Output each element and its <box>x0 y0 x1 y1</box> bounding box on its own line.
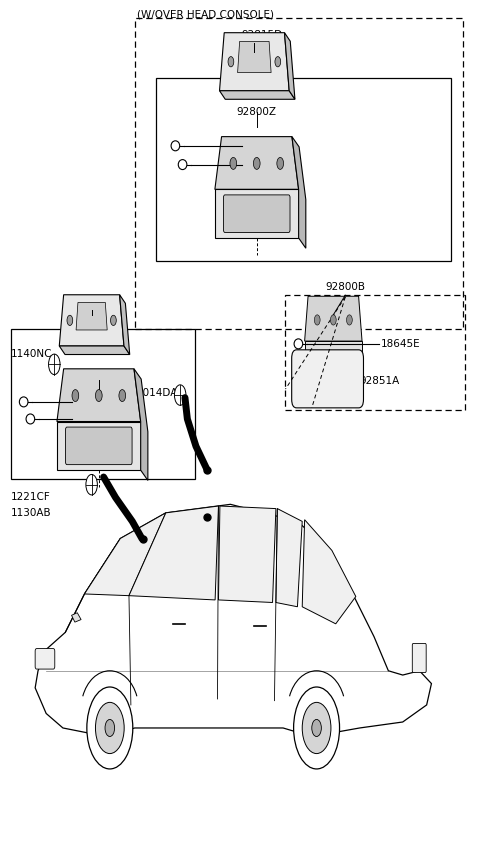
FancyBboxPatch shape <box>35 649 55 669</box>
Text: 92800Z: 92800Z <box>237 107 277 116</box>
Text: 92851A: 92851A <box>360 375 400 386</box>
Polygon shape <box>35 504 432 736</box>
Circle shape <box>48 354 60 374</box>
Text: 92815D: 92815D <box>71 301 112 311</box>
Text: (W/OVER HEAD CONSOLE): (W/OVER HEAD CONSOLE) <box>137 9 274 20</box>
Text: 1130AB: 1130AB <box>11 508 52 518</box>
Ellipse shape <box>294 339 303 349</box>
Circle shape <box>314 315 320 325</box>
Circle shape <box>330 315 336 325</box>
Circle shape <box>228 56 234 67</box>
Circle shape <box>119 390 126 402</box>
Polygon shape <box>59 346 130 355</box>
Circle shape <box>312 719 322 736</box>
Text: 92800Z: 92800Z <box>64 374 105 385</box>
Circle shape <box>277 157 284 169</box>
Circle shape <box>87 687 133 769</box>
Ellipse shape <box>171 141 180 150</box>
Text: 18643K: 18643K <box>75 397 115 407</box>
Circle shape <box>72 390 79 402</box>
Circle shape <box>67 315 73 326</box>
Text: 18645E: 18645E <box>381 339 421 349</box>
Text: 18643K: 18643K <box>245 160 285 169</box>
Circle shape <box>96 390 102 402</box>
Polygon shape <box>305 341 362 373</box>
Bar <box>11 329 195 479</box>
Circle shape <box>253 157 260 169</box>
Circle shape <box>86 475 97 495</box>
Polygon shape <box>59 295 124 346</box>
Text: 1221CF: 1221CF <box>11 492 51 503</box>
Text: 92800B: 92800B <box>325 281 365 292</box>
Ellipse shape <box>26 414 35 424</box>
FancyBboxPatch shape <box>412 644 426 673</box>
Polygon shape <box>215 137 299 189</box>
Polygon shape <box>129 506 218 600</box>
FancyBboxPatch shape <box>66 428 132 464</box>
Polygon shape <box>305 296 362 341</box>
FancyBboxPatch shape <box>292 350 363 408</box>
Circle shape <box>110 315 116 326</box>
Polygon shape <box>57 422 141 470</box>
Polygon shape <box>219 91 295 99</box>
Polygon shape <box>57 369 141 422</box>
Polygon shape <box>292 137 306 248</box>
Text: 1140NC: 1140NC <box>11 349 53 359</box>
Polygon shape <box>302 520 356 624</box>
Circle shape <box>347 315 352 325</box>
Circle shape <box>105 719 115 736</box>
Polygon shape <box>72 613 81 622</box>
Polygon shape <box>84 513 166 596</box>
Text: 18643K: 18643K <box>75 414 115 424</box>
Circle shape <box>294 687 339 769</box>
Circle shape <box>275 56 281 67</box>
Bar <box>286 295 465 410</box>
Polygon shape <box>219 32 289 91</box>
Ellipse shape <box>19 397 28 407</box>
FancyBboxPatch shape <box>224 195 290 233</box>
Circle shape <box>230 157 237 169</box>
Text: 92815D: 92815D <box>241 30 282 40</box>
Text: 18643K: 18643K <box>245 141 285 150</box>
Ellipse shape <box>178 160 187 169</box>
Polygon shape <box>218 506 276 603</box>
Text: 1014DA: 1014DA <box>137 388 179 398</box>
Polygon shape <box>120 295 130 355</box>
Bar <box>156 78 451 261</box>
Circle shape <box>96 702 124 753</box>
Polygon shape <box>76 303 107 330</box>
Circle shape <box>174 385 186 405</box>
Polygon shape <box>215 189 299 238</box>
Polygon shape <box>276 509 302 607</box>
Polygon shape <box>134 369 148 481</box>
Bar <box>135 18 463 329</box>
Polygon shape <box>285 32 295 99</box>
Polygon shape <box>238 41 271 73</box>
Circle shape <box>302 702 331 753</box>
